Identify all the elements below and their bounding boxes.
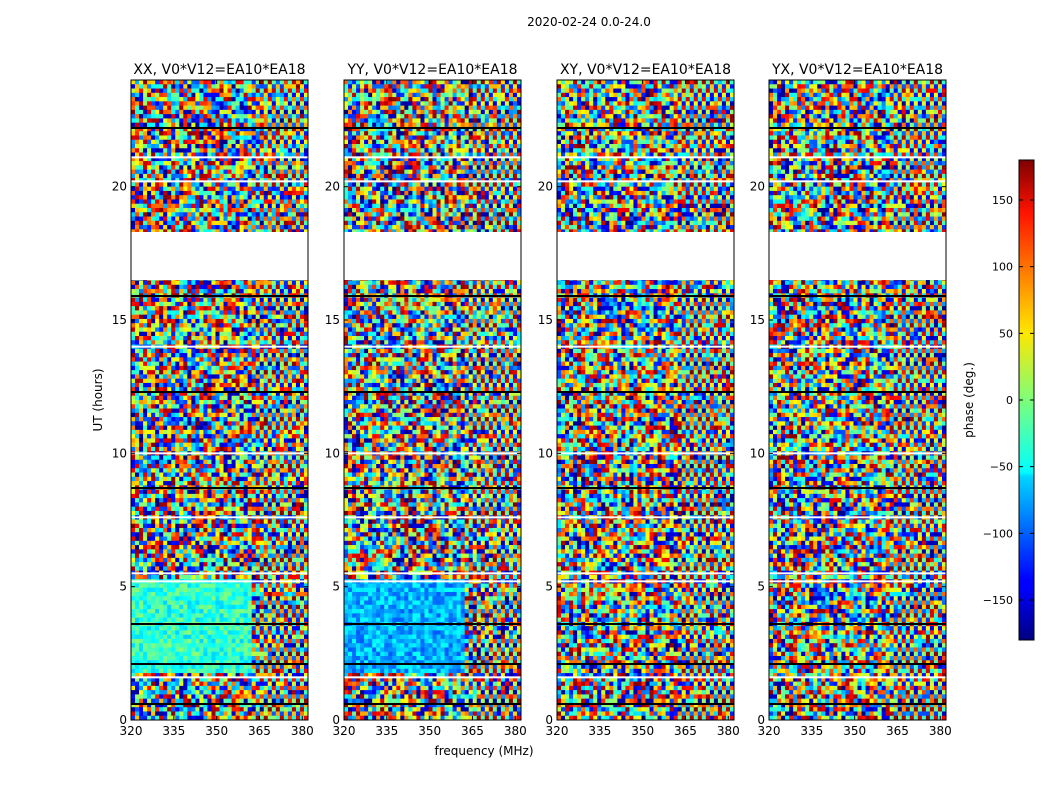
phase-texture <box>557 80 734 720</box>
y-tick-label: 15 <box>750 313 765 327</box>
y-tick-label: 15 <box>325 313 340 327</box>
x-tick-label: 365 <box>886 724 909 738</box>
x-tick-label: 350 <box>205 724 228 738</box>
y-tick-label: 0 <box>757 713 765 727</box>
colorbar-tick-label: 0 <box>1006 394 1013 407</box>
phase-texture <box>769 80 946 720</box>
data-gap <box>557 232 734 280</box>
colorbar-tick-label: −150 <box>983 594 1013 607</box>
panel-title: XX, V0*V12=EA10*EA18 <box>133 62 305 78</box>
y-tick-label: 0 <box>119 713 127 727</box>
colorbar: −150 −100 −50 0 50 100 150 phase (deg.) <box>962 160 1034 640</box>
x-tick-label: 365 <box>461 724 484 738</box>
y-tick-label: 10 <box>538 446 553 460</box>
figure-suptitle: 2020-02-24 0.0-24.0 <box>527 15 651 29</box>
panel-title: YX, V0*V12=EA10*EA18 <box>771 62 943 78</box>
y-tick-label: 0 <box>545 713 553 727</box>
x-tick-label: 335 <box>162 724 185 738</box>
y-tick-label: 5 <box>757 580 765 594</box>
x-tick-label: 350 <box>631 724 654 738</box>
data-gap <box>769 232 946 280</box>
colorbar-tick-label: −50 <box>990 461 1013 474</box>
x-tick-label: 380 <box>504 724 527 738</box>
x-axis-label: frequency (MHz) <box>434 744 533 758</box>
y-tick-label: 20 <box>750 180 765 194</box>
colorbar-tick-label: 50 <box>999 327 1013 340</box>
x-tick-label: 335 <box>800 724 823 738</box>
phase-texture <box>344 80 521 720</box>
y-tick-label: 10 <box>750 446 765 460</box>
panel-title: YY, V0*V12=EA10*EA18 <box>346 62 517 78</box>
x-tick-label: 335 <box>588 724 611 738</box>
colorbar-tick-label: −100 <box>983 527 1013 540</box>
data-gap <box>344 232 521 280</box>
x-tick-label: 380 <box>717 724 740 738</box>
x-tick-label: 350 <box>843 724 866 738</box>
y-tick-label: 10 <box>112 446 127 460</box>
x-tick-label: 350 <box>418 724 441 738</box>
y-tick-label: 5 <box>332 580 340 594</box>
x-tick-label: 365 <box>674 724 697 738</box>
colorbar-label: phase (deg.) <box>962 362 976 438</box>
y-axis-label: UT (hours) <box>91 368 105 431</box>
y-tick-label: 20 <box>538 180 553 194</box>
x-tick-label: 380 <box>929 724 952 738</box>
y-tick-label: 15 <box>112 313 127 327</box>
x-tick-label: 365 <box>248 724 271 738</box>
phase-texture <box>131 80 308 720</box>
data-gap <box>131 232 308 280</box>
y-tick-label: 15 <box>538 313 553 327</box>
x-tick-label: 380 <box>291 724 314 738</box>
y-tick-label: 0 <box>332 713 340 727</box>
y-tick-label: 20 <box>112 180 127 194</box>
figure: 2020-02-24 0.0-24.0 UT (hours) frequency… <box>0 0 1050 800</box>
colorbar-tick-label: 150 <box>992 194 1013 207</box>
y-tick-label: 5 <box>545 580 553 594</box>
y-tick-label: 20 <box>325 180 340 194</box>
y-tick-label: 10 <box>325 446 340 460</box>
panel-title: XY, V0*V12=EA10*EA18 <box>560 62 731 78</box>
colorbar-tick-label: 100 <box>992 261 1013 274</box>
y-tick-label: 5 <box>119 580 127 594</box>
x-tick-label: 335 <box>375 724 398 738</box>
